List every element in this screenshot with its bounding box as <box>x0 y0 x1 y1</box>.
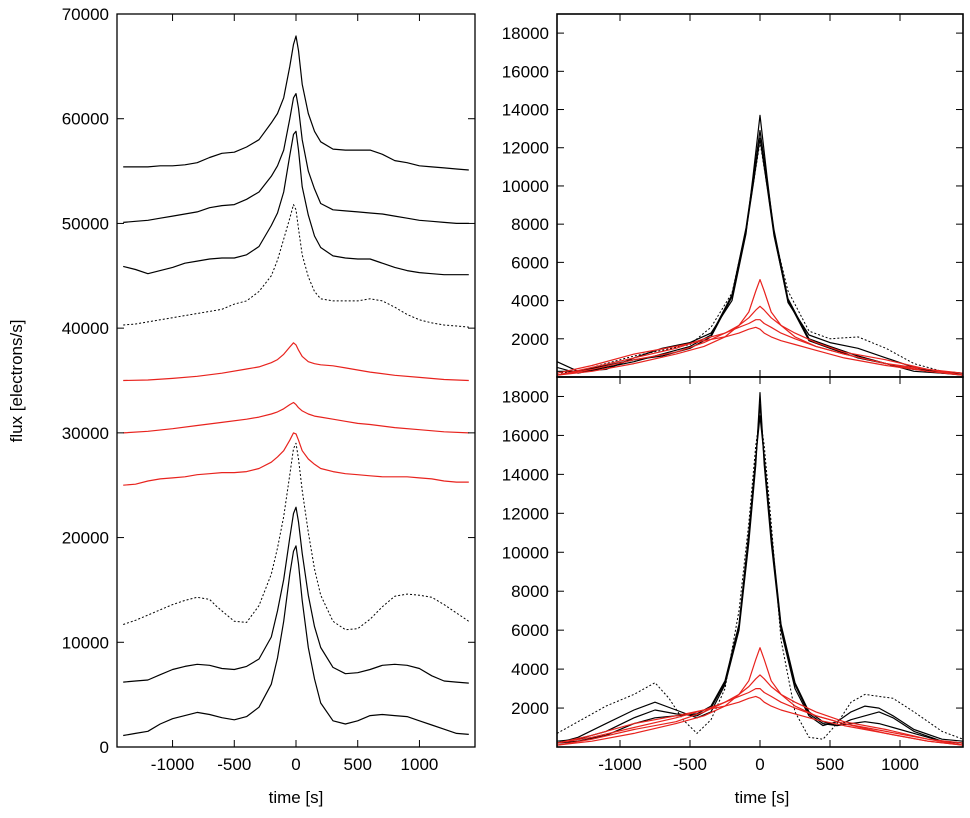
ytick-label-left-5: 50000 <box>62 214 109 233</box>
plot-frame-right-top <box>556 13 964 378</box>
panel-left: 010000200003000040000500006000070000-100… <box>62 5 476 774</box>
series-line-right-top-3 <box>557 141 963 374</box>
x-axis-label-left: time [s] <box>269 788 324 807</box>
ytick-label-right-top-3: 8000 <box>511 215 549 234</box>
xtick-label-right-bottom-2: 0 <box>755 755 764 774</box>
ytick-label-right-top-8: 18000 <box>502 24 549 43</box>
series-line-right-bottom-0 <box>557 415 963 740</box>
series-line-right-top-4 <box>557 279 963 376</box>
ytick-label-right-bottom-0: 2000 <box>511 699 549 718</box>
series-line-right-bottom-1 <box>557 392 963 744</box>
xtick-label-right-bottom-3: 500 <box>816 755 844 774</box>
ytick-label-right-top-0: 2000 <box>511 330 549 349</box>
series-line-right-top-1 <box>557 129 963 374</box>
ytick-label-right-top-4: 10000 <box>502 177 549 196</box>
series-line-left-7 <box>123 442 470 631</box>
plot-frame-right-bottom <box>556 376 964 748</box>
ytick-label-left-1: 10000 <box>62 633 109 652</box>
xtick-label-left-0: -1000 <box>151 755 194 774</box>
series-line-left-3 <box>123 204 469 328</box>
ytick-label-right-top-5: 12000 <box>502 139 549 158</box>
xtick-label-right-bottom-0: -1000 <box>598 755 641 774</box>
xtick-label-left-3: 500 <box>344 755 372 774</box>
series-line-left-1 <box>123 92 469 224</box>
series-line-left-5 <box>123 401 469 434</box>
series-line-right-bottom-6 <box>557 687 963 744</box>
series-group-right-bottom <box>557 392 963 746</box>
series-group-right-top <box>557 114 963 376</box>
plot-frame-left <box>116 13 476 748</box>
series-line-left-0 <box>123 35 469 171</box>
ytick-label-right-bottom-4: 10000 <box>502 543 549 562</box>
ytick-label-left-7: 70000 <box>62 5 109 24</box>
ytick-label-right-bottom-8: 18000 <box>502 387 549 406</box>
series-line-right-top-0 <box>557 114 963 376</box>
series-line-right-bottom-5 <box>557 674 963 746</box>
series-line-right-top-2 <box>557 137 963 374</box>
series-line-right-bottom-2 <box>557 403 963 744</box>
series-line-right-bottom-7 <box>557 695 963 746</box>
panel-right-top: 2000 4000 6000 8000 10000 12000 14000 16000 1800… <box>502 13 964 378</box>
y-axis-label: flux [electrons/s] <box>7 320 26 443</box>
ytick-label-right-bottom-7: 16000 <box>502 426 549 445</box>
series-group-left <box>123 35 470 737</box>
ytick-label-left-3: 30000 <box>62 424 109 443</box>
ytick-label-left-2: 20000 <box>62 529 109 548</box>
series-line-right-top-7 <box>557 326 963 376</box>
series-line-left-4 <box>123 342 469 382</box>
xtick-label-left-1: -500 <box>217 755 251 774</box>
ytick-label-right-bottom-1: 4000 <box>511 660 549 679</box>
series-line-left-6 <box>123 432 469 486</box>
xtick-label-right-bottom-1: -500 <box>673 755 707 774</box>
ytick-label-right-top-1: 4000 <box>511 292 549 311</box>
xtick-label-left-4: 1000 <box>401 755 439 774</box>
ytick-label-right-bottom-2: 6000 <box>511 621 549 640</box>
panel-right-bottom: 2000400060008000100001200014000160001800… <box>502 376 964 774</box>
series-line-left-8 <box>123 506 469 684</box>
ytick-label-right-bottom-6: 14000 <box>502 465 549 484</box>
xtick-label-right-bottom-4: 1000 <box>881 755 919 774</box>
ytick-label-right-bottom-5: 12000 <box>502 504 549 523</box>
ytick-label-left-6: 60000 <box>62 110 109 129</box>
ytick-label-left-4: 40000 <box>62 319 109 338</box>
ytick-label-right-bottom-3: 8000 <box>511 582 549 601</box>
x-axis-label-right: time [s] <box>735 788 790 807</box>
ytick-label-right-top-6: 14000 <box>502 101 549 120</box>
ytick-label-right-top-7: 16000 <box>502 62 549 81</box>
xtick-label-left-2: 0 <box>291 755 300 774</box>
series-line-right-top-6 <box>557 319 963 376</box>
ytick-label-right-top-2: 6000 <box>511 253 549 272</box>
series-line-right-bottom-3 <box>557 415 963 744</box>
series-line-right-top-5 <box>557 305 963 376</box>
series-line-left-2 <box>123 130 469 276</box>
ytick-label-left-0: 0 <box>100 738 109 757</box>
series-line-left-9 <box>123 545 469 737</box>
